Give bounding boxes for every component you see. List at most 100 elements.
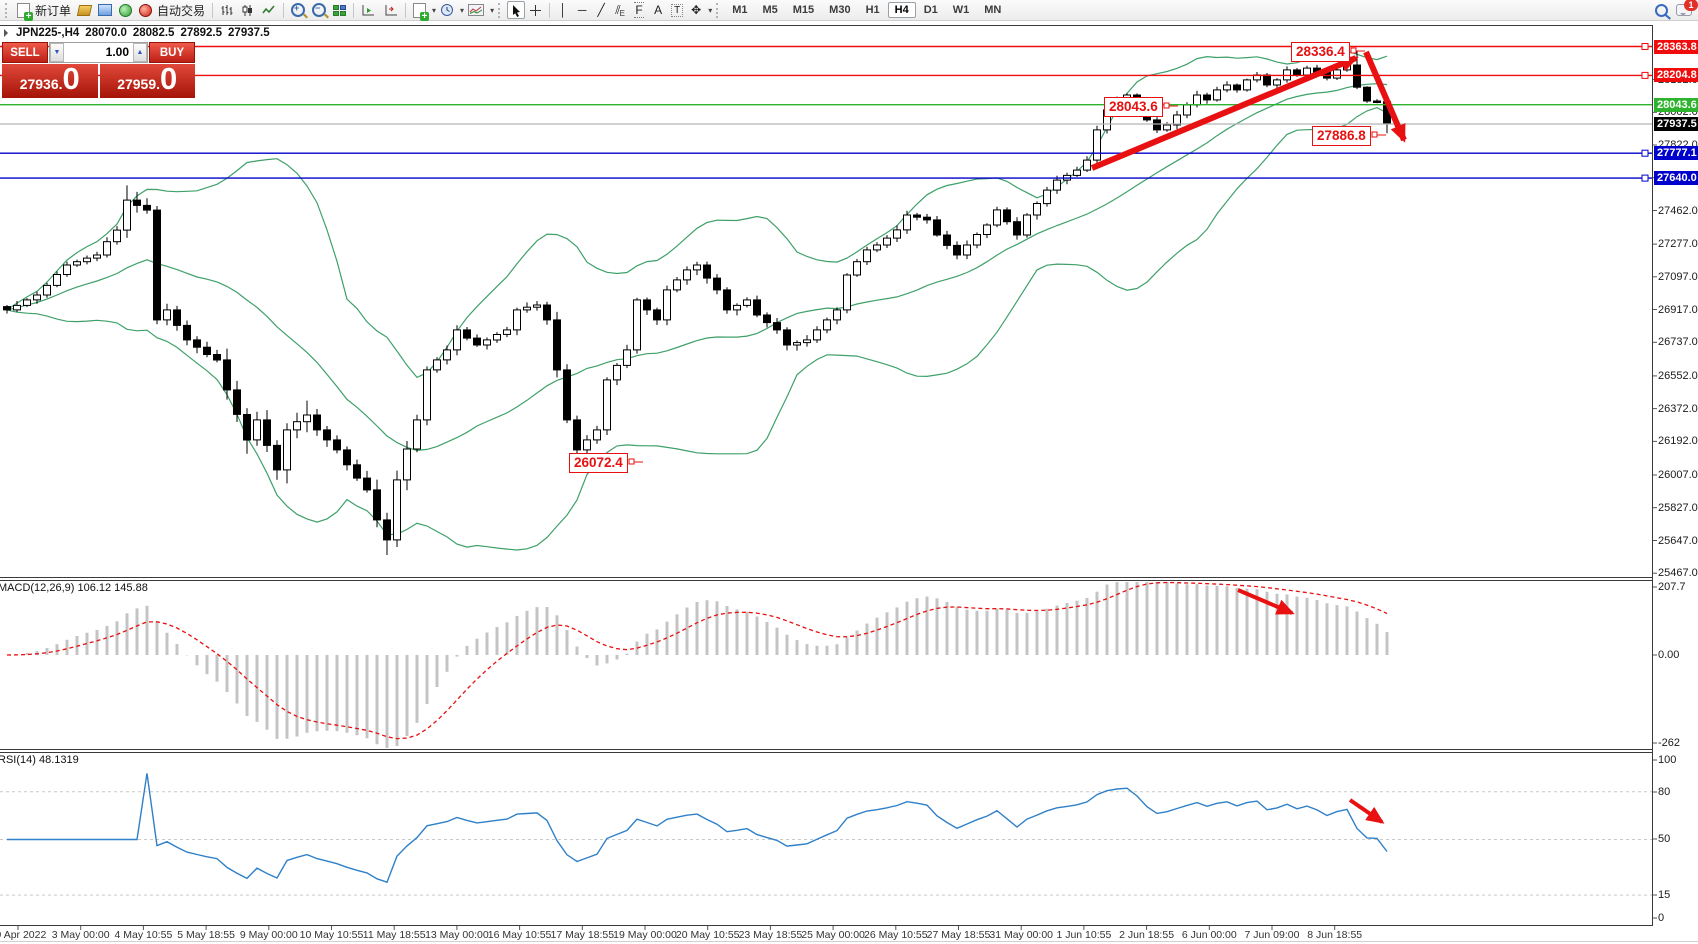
indicators-caret-icon[interactable]: ▾ (432, 5, 437, 15)
callout-handle[interactable] (1163, 102, 1170, 109)
candle (113, 229, 121, 243)
trend-arrow-annotation[interactable] (1348, 798, 1385, 824)
crosshair-tool-button[interactable] (526, 1, 545, 19)
candle (563, 369, 571, 421)
candle (923, 216, 931, 221)
bollinger-lo-band[interactable] (6, 106, 1388, 551)
search-icon[interactable] (1655, 3, 1668, 17)
tab-timeframe-h1[interactable]: H1 (865, 4, 880, 16)
candle (153, 209, 161, 321)
horizontal-line-tool-button[interactable]: ─ (573, 1, 591, 19)
trendline-tool-button[interactable]: ╱ (592, 1, 610, 19)
price-axis-tick-label: 26372.0 (1658, 402, 1698, 415)
text-tool-button[interactable]: A (649, 1, 667, 19)
arrows-tool-button[interactable]: ✥ (687, 1, 705, 19)
templates-button[interactable] (465, 1, 487, 19)
new-order-button[interactable]: + (14, 1, 33, 21)
price-callout-annotation[interactable]: 26072.4 (569, 453, 628, 473)
callout-handle[interactable] (628, 458, 635, 465)
zoom-out-button[interactable]: − (309, 1, 329, 19)
auto-scroll-button[interactable] (358, 1, 379, 19)
volume-decrement-button[interactable]: ▼ (50, 43, 64, 62)
tab-timeframe-m1[interactable]: M1 (732, 4, 748, 16)
chat-icon[interactable]: 1 (1676, 0, 1698, 16)
bollinger-mid-band[interactable] (6, 82, 1388, 452)
line-handle[interactable] (1641, 149, 1649, 157)
candle (943, 234, 951, 246)
volume-increment-button[interactable]: ▲ (133, 43, 147, 62)
price-callout-annotation[interactable]: 27886.8 (1312, 126, 1371, 146)
sell-price[interactable]: 27936. 0 (2, 63, 98, 98)
time-axis-label: 31 May 00:00 (989, 929, 1054, 941)
time-axis-label: 5 May 18:55 (177, 929, 235, 941)
vertical-line-tool-button[interactable]: │ (554, 1, 572, 19)
chart-shift-button[interactable] (380, 1, 401, 19)
autotrading-label[interactable]: 自动交易 (157, 3, 206, 18)
sell-button[interactable]: SELL (2, 42, 48, 63)
bollinger-up-band[interactable] (6, 50, 1388, 379)
trend-arrow-annotation[interactable] (1090, 55, 1359, 171)
templates-caret-icon[interactable]: ▾ (490, 5, 495, 15)
zoom-in-button[interactable]: + (288, 1, 308, 19)
market-watch-button[interactable] (75, 1, 94, 19)
volume-input[interactable]: 1.00 (105, 45, 129, 59)
candle (1053, 179, 1061, 191)
candle (553, 319, 561, 371)
trend-arrow-annotation[interactable] (1237, 588, 1295, 615)
cursor-tool-button[interactable] (507, 1, 526, 19)
price-line-label: 27640.0 (1654, 171, 1698, 186)
line-handle[interactable] (1641, 43, 1649, 50)
rsi-axis-label: 15 (1658, 889, 1671, 901)
periods-caret-icon[interactable]: ▾ (460, 5, 465, 15)
line-handle[interactable] (1641, 174, 1649, 182)
line-handle[interactable] (1641, 71, 1649, 79)
candle (1233, 84, 1241, 91)
candle (643, 299, 651, 311)
toolbar-grip[interactable] (498, 2, 503, 18)
zoom-in-icon: + (291, 3, 306, 17)
label-tool-button[interactable]: T (668, 1, 686, 19)
tab-timeframe-w1[interactable]: W1 (952, 4, 970, 16)
rsi-indicator-label: RSI(14) 48.1319 (0, 754, 79, 766)
tab-timeframe-d1[interactable]: D1 (923, 4, 938, 16)
buy-button[interactable]: BUY (149, 42, 195, 63)
candle (1243, 79, 1251, 91)
price-callout-annotation[interactable]: 28336.4 (1291, 42, 1350, 62)
periods-button[interactable] (437, 1, 457, 19)
macd-axis-label: 207.7 (1658, 581, 1686, 593)
line-chart-button[interactable] (259, 1, 279, 19)
main-price-pane[interactable] (3, 50, 1391, 555)
candle (243, 414, 251, 441)
arrows-caret-icon[interactable]: ▾ (708, 5, 713, 15)
tab-timeframe-m15[interactable]: M15 (792, 4, 815, 16)
toolbar-grip[interactable] (5, 2, 10, 18)
data-window-button[interactable] (95, 1, 115, 19)
callout-handle[interactable] (1371, 131, 1378, 138)
indicators-button[interactable]: + (410, 1, 430, 21)
candle (953, 244, 961, 256)
trend-arrow-annotation[interactable] (1363, 50, 1407, 143)
fibonacci-tool-button[interactable]: F (630, 1, 648, 19)
callout-handle[interactable] (1350, 47, 1357, 54)
candle (173, 309, 181, 326)
bar-chart-button[interactable] (217, 1, 237, 19)
buy-price[interactable]: 27959. 0 (99, 63, 195, 98)
channel-tool-button[interactable]: ⫽ E (615, 2, 625, 19)
autotrading-button[interactable] (136, 1, 155, 19)
tab-timeframe-m30[interactable]: M30 (829, 4, 851, 16)
tile-windows-button[interactable] (330, 1, 349, 19)
candle (1023, 214, 1031, 236)
candlestick-chart-button[interactable] (238, 1, 258, 19)
rsi-pane[interactable] (7, 773, 1388, 884)
price-callout-annotation[interactable]: 28043.6 (1104, 97, 1163, 117)
tab-timeframe-h4[interactable]: H4 (887, 2, 916, 18)
tab-timeframe-mn[interactable]: MN (984, 4, 1002, 16)
macd-pane[interactable] (6, 581, 1389, 748)
navigator-button[interactable] (116, 1, 135, 19)
candle (1303, 67, 1311, 76)
toolbar-grip[interactable] (716, 2, 721, 18)
new-order-label[interactable]: 新订单 (35, 3, 72, 18)
tab-timeframe-m5[interactable]: M5 (762, 4, 778, 16)
